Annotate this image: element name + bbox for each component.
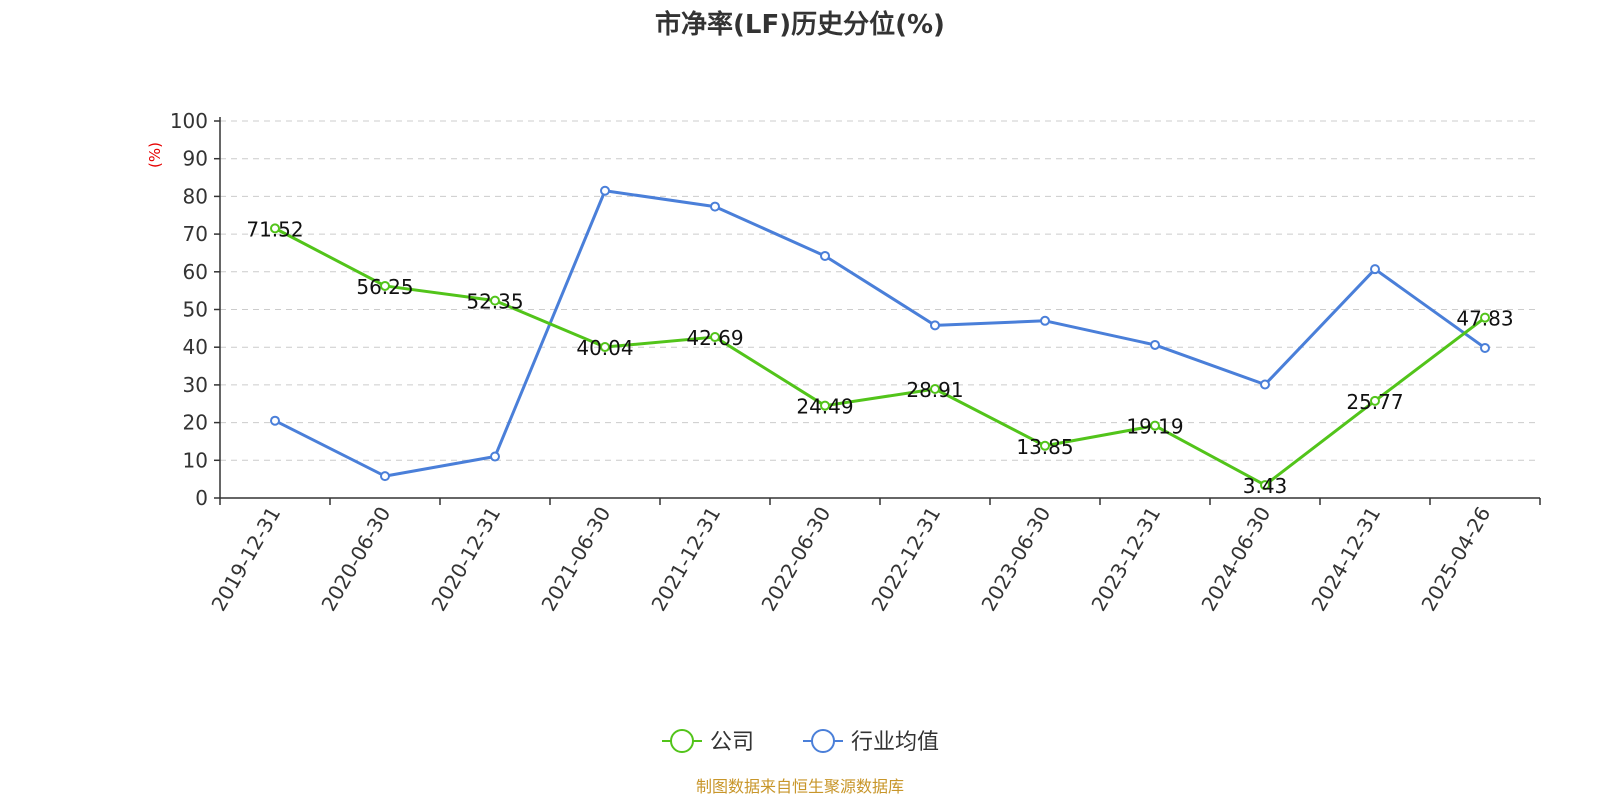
x-tick-label: 2024-12-31 <box>1306 503 1385 616</box>
data-point <box>930 384 940 395</box>
data-point <box>820 250 830 261</box>
x-tick-label: 2022-06-30 <box>756 503 835 616</box>
data-point <box>1480 342 1490 353</box>
data-label: 40.04 <box>576 336 633 360</box>
data-point <box>600 342 610 353</box>
data-point <box>270 223 280 234</box>
y-tick-label: 0 <box>195 486 208 510</box>
series-lines <box>274 189 1486 487</box>
axes <box>214 117 1541 505</box>
data-point <box>1150 339 1160 350</box>
y-tick-label: 50 <box>183 298 208 322</box>
data-label: 71.52 <box>246 217 303 241</box>
legend-label: 行业均值 <box>851 730 939 755</box>
y-tick-label: 10 <box>183 448 208 472</box>
y-tick-label: 40 <box>183 335 208 359</box>
series-points <box>270 185 1490 491</box>
data-label: 42.69 <box>686 326 743 350</box>
data-label: 19.19 <box>1126 415 1183 439</box>
x-tick-label: 2020-06-30 <box>316 503 395 616</box>
data-label: 47.83 <box>1456 307 1513 331</box>
data-point <box>600 185 610 196</box>
y-tick-label: 70 <box>183 222 208 246</box>
data-point <box>1040 440 1050 451</box>
data-point <box>1040 315 1050 326</box>
data-point <box>710 201 720 212</box>
data-label: 52.35 <box>466 290 523 314</box>
y-tick-label: 90 <box>183 147 208 171</box>
data-label: 3.43 <box>1243 474 1288 498</box>
x-tick-label: 2024-06-30 <box>1196 503 1275 616</box>
series-line-industry-average <box>274 189 1486 478</box>
y-tick-label: 20 <box>183 411 208 435</box>
legend-circle-icon <box>811 729 835 753</box>
y-tick-label: 30 <box>183 373 208 397</box>
x-tick-label: 2023-06-30 <box>976 503 1055 616</box>
data-point <box>1370 395 1380 406</box>
data-label: 24.49 <box>796 395 853 419</box>
data-point <box>270 415 280 426</box>
data-label: 25.77 <box>1346 390 1403 414</box>
data-point <box>1260 480 1270 491</box>
data-label: 28.91 <box>906 378 963 402</box>
data-point <box>820 400 830 411</box>
legend-item-company[interactable]: 公司 <box>662 729 754 755</box>
grid-lines <box>220 120 1540 461</box>
data-point <box>1260 379 1270 390</box>
legend-label: 公司 <box>710 730 754 755</box>
x-tick-label: 2023-12-31 <box>1086 503 1165 616</box>
x-tick-label: 2021-12-31 <box>646 503 725 616</box>
data-point <box>380 471 390 482</box>
x-tick-label: 2020-12-31 <box>426 503 505 616</box>
data-point <box>490 451 500 462</box>
legend[interactable]: 公司 行业均值 <box>662 729 939 755</box>
x-tick-label: 2025-04-26 <box>1416 503 1495 616</box>
data-labels: 71.52 56.25 52.35 40.04 42.69 24.49 28.91 13.85… <box>246 217 1513 498</box>
data-point <box>490 295 500 306</box>
x-tick-label: 2022-12-31 <box>866 503 945 616</box>
x-tick-label: 2021-06-30 <box>536 503 615 616</box>
data-point <box>710 332 720 343</box>
y-tick-labels: 0 10 20 30 40 50 60 70 80 90 100 <box>170 109 208 510</box>
source-note: 制图数据来自恒生聚源数据库 <box>696 777 904 796</box>
data-point <box>930 320 940 331</box>
y-tick-label: 60 <box>183 260 208 284</box>
y-axis-label: (%) <box>146 142 164 168</box>
x-tick-label: 2019-12-31 <box>206 503 285 616</box>
data-point <box>1480 312 1490 323</box>
data-label: 56.25 <box>356 275 413 299</box>
legend-item-industry-average[interactable]: 行业均值 <box>803 729 939 755</box>
data-point <box>380 280 390 291</box>
chart-title: 市净率(LF)历史分位(%) <box>655 9 945 40</box>
series-line-company <box>274 227 1486 487</box>
data-point <box>1150 420 1160 431</box>
y-tick-label: 80 <box>183 184 208 208</box>
legend-circle-icon <box>670 729 694 753</box>
data-point <box>1370 264 1380 275</box>
x-tick-labels: 2019-12-31 2020-06-30 2020-12-31 2021-06-30… <box>206 503 1495 616</box>
y-tick-label: 100 <box>170 109 208 133</box>
data-label: 13.85 <box>1016 435 1073 459</box>
